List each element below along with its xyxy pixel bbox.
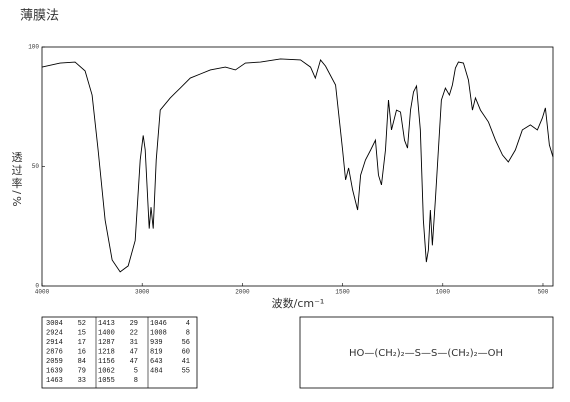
x-tick-label: 1000 xyxy=(436,289,451,296)
peak-transmittance: 47 xyxy=(130,348,138,356)
peak-transmittance: 4 xyxy=(186,320,190,328)
peak-transmittance: 8 xyxy=(186,329,190,337)
spectrum-line xyxy=(41,58,554,273)
peak-transmittance: 22 xyxy=(130,329,138,337)
peak-transmittance: 79 xyxy=(78,367,86,375)
peak-wavenumber: 819 xyxy=(150,348,163,356)
peak-wavenumber: 484 xyxy=(150,367,163,375)
peak-transmittance: 15 xyxy=(78,329,86,337)
peak-transmittance: 55 xyxy=(182,367,190,375)
peak-transmittance: 16 xyxy=(78,348,86,356)
peak-transmittance: 41 xyxy=(182,358,190,366)
peak-wavenumber: 1046 xyxy=(150,320,167,328)
x-tick-label: 500 xyxy=(538,289,549,296)
peak-wavenumber: 1413 xyxy=(98,320,115,328)
peak-wavenumber: 1400 xyxy=(98,329,115,337)
peak-table-frame xyxy=(41,316,198,389)
peak-transmittance: 84 xyxy=(78,358,86,366)
y-tick-label: 100 xyxy=(28,44,39,51)
peak-transmittance: 8 xyxy=(134,377,138,385)
chart-title: 薄膜法 xyxy=(20,9,59,24)
y-axis-label: 透过率/% xyxy=(10,151,23,208)
peak-wavenumber: 2876 xyxy=(46,348,63,356)
peak-wavenumber: 643 xyxy=(150,358,163,366)
x-tick-label: 2000 xyxy=(235,289,250,296)
peak-transmittance: 47 xyxy=(130,358,138,366)
plot-frame xyxy=(41,46,554,287)
peak-wavenumber: 2059 xyxy=(46,358,63,366)
peak-wavenumber: 1218 xyxy=(98,348,115,356)
peak-wavenumber: 1062 xyxy=(98,367,115,375)
peak-transmittance: 31 xyxy=(130,339,138,347)
x-tick-label: 3000 xyxy=(135,289,150,296)
structure-formula: HO—(CH₂)₂—S—S—(CH₂)₂—OH xyxy=(349,348,503,359)
peak-transmittance: 5 xyxy=(134,367,138,375)
peak-wavenumber: 1055 xyxy=(98,377,115,385)
x-tick-label: 4000 xyxy=(35,289,50,296)
x-tick-label: 1500 xyxy=(335,289,350,296)
structure-frame xyxy=(299,316,554,389)
peak-wavenumber: 2924 xyxy=(46,329,63,337)
peak-wavenumber: 2914 xyxy=(46,339,63,347)
peak-wavenumber: 1463 xyxy=(46,377,63,385)
peak-transmittance: 56 xyxy=(182,339,190,347)
peak-wavenumber: 1156 xyxy=(98,358,115,366)
peak-transmittance: 29 xyxy=(130,320,138,328)
peak-transmittance: 33 xyxy=(78,377,86,385)
peak-transmittance: 60 xyxy=(182,348,190,356)
peak-wavenumber: 1639 xyxy=(46,367,63,375)
peak-transmittance: 17 xyxy=(78,339,86,347)
peak-wavenumber: 3004 xyxy=(46,320,63,328)
peak-wavenumber: 1008 xyxy=(150,329,167,337)
peak-transmittance: 52 xyxy=(78,320,86,328)
y-tick-label: 50 xyxy=(32,163,40,170)
x-axis-label: 波数/cm⁻¹ xyxy=(272,297,325,310)
peak-wavenumber: 1287 xyxy=(98,339,115,347)
y-tick-label: 0 xyxy=(35,283,39,290)
peak-wavenumber: 939 xyxy=(150,339,163,347)
